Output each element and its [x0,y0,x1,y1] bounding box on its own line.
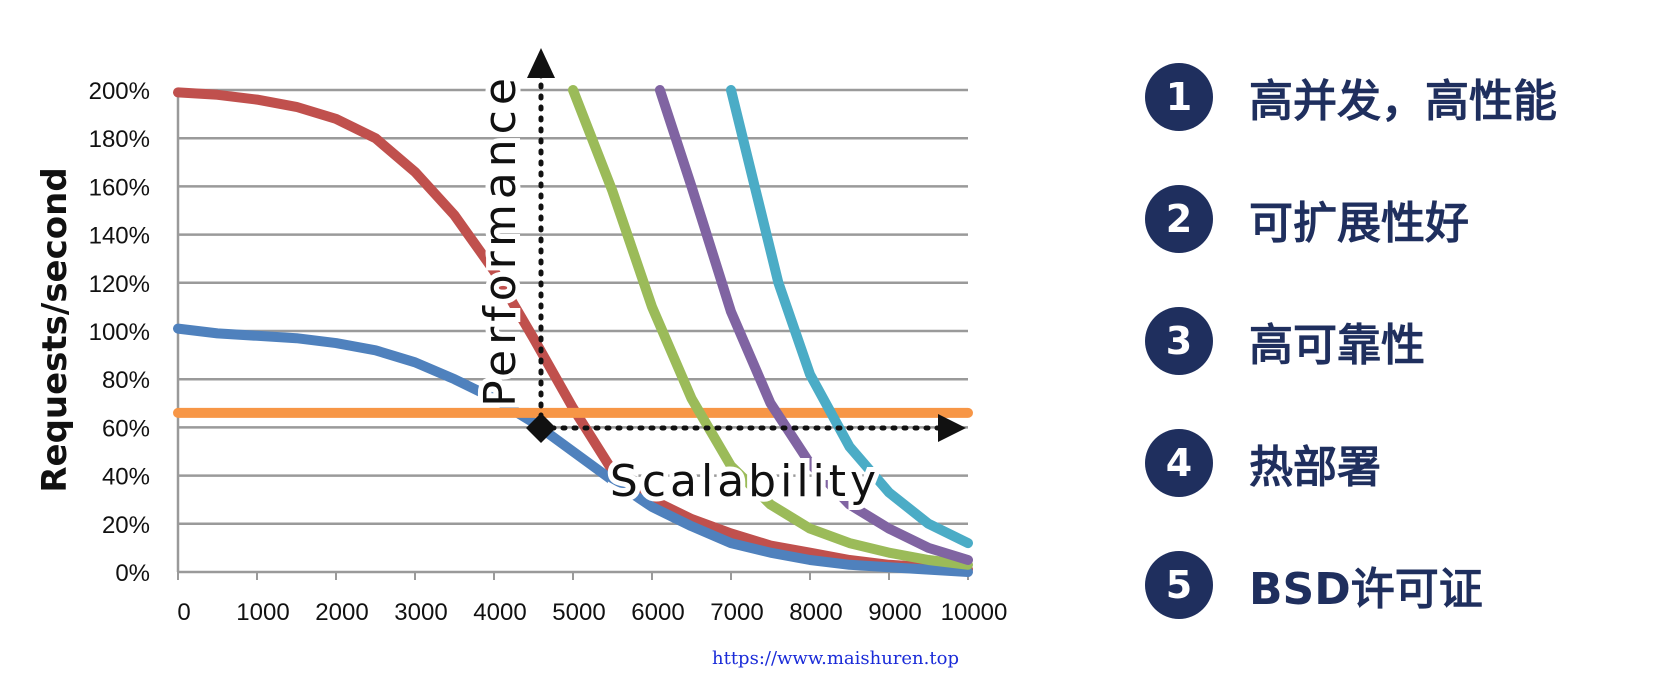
series-line [568,85,973,570]
feature-label: 高可靠性 [1249,320,1425,371]
scalability-arrowhead [938,414,966,442]
y-axis-label: Requests/second [35,167,75,492]
feature-item: 5 BSD许可证 [1145,550,1483,620]
x-tick-label: 7000 [710,599,763,626]
x-tick-label: 5000 [552,599,605,626]
y-tick-label: 60% [102,415,150,442]
y-tick-label: 180% [89,126,150,153]
feature-item: 4 热部署 [1145,428,1381,498]
x-tick-label: 3000 [394,599,447,626]
scalability-label: Scalability [610,456,880,507]
x-tick-label: 1000 [236,599,289,626]
y-tick-label: 20% [102,512,150,539]
y-tick-label: 100% [89,319,150,346]
feature-label: 可扩展性好 [1249,198,1469,249]
x-tick-label: 9000 [868,599,921,626]
feature-number-badge: 3 [1145,307,1213,375]
line-chart: 0% 20% 40% 60% 80% 100% 120% 140% 160% 180% 200% 0… [35,48,1007,626]
feature-item: 1 高并发，高性能 [1145,62,1557,132]
feature-label: 高并发，高性能 [1249,76,1557,127]
feature-label: BSD许可证 [1249,564,1483,615]
feature-number-badge: 4 [1145,429,1213,497]
series-line [726,85,973,549]
x-tick-labels: 0 1000 2000 3000 4000 5000 6000 7000 8000 9000 100… [177,599,1007,626]
x-tick-label: 8000 [789,599,842,626]
performance-arrowhead [527,48,555,78]
watermark-url: https://www.maishuren.top [712,648,959,669]
x-tick-label: 0 [177,599,190,626]
feature-item: 3 高可靠性 [1145,306,1425,376]
x-tick-label: 2000 [315,599,368,626]
x-tick-label: 6000 [631,599,684,626]
annotation-arrows [526,48,966,443]
y-tick-label: 160% [89,174,150,201]
x-tick-label: 4000 [473,599,526,626]
series-lines [173,85,973,577]
x-tick-label: 10000 [941,599,1008,626]
y-tick-label: 40% [102,464,150,491]
series-line [654,85,973,565]
performance-label: Performance [475,73,526,407]
feature-number-badge: 2 [1145,185,1213,253]
y-tick-label: 0% [115,560,150,587]
y-tick-label: 140% [89,223,150,250]
series-line [173,323,973,577]
y-tick-label: 80% [102,367,150,394]
feature-number-badge: 1 [1145,63,1213,131]
feature-label: 热部署 [1249,442,1381,493]
y-tick-labels: 0% 20% 40% 60% 80% 100% 120% 140% 160% 180% 200% [89,78,150,587]
y-tick-label: 200% [89,78,150,105]
grid-lines [178,88,968,526]
feature-item: 2 可扩展性好 [1145,184,1469,254]
origin-diamond [526,413,556,443]
y-tick-label: 120% [89,271,150,298]
feature-number-badge: 5 [1145,551,1213,619]
